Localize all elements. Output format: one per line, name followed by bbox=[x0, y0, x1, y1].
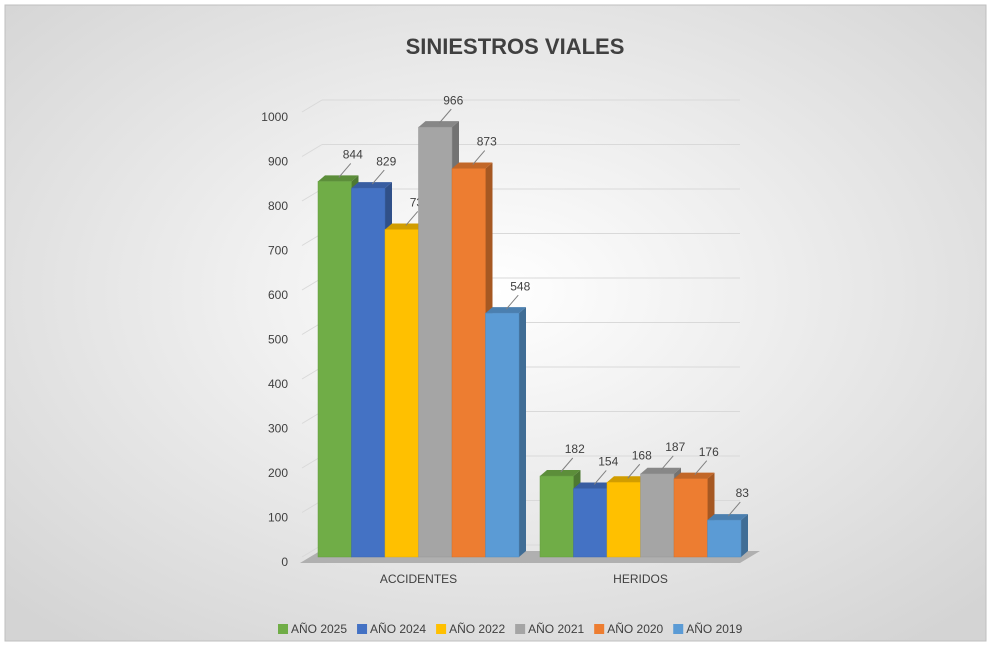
bar-top bbox=[674, 472, 715, 479]
bar bbox=[640, 473, 675, 558]
leader-line bbox=[694, 460, 708, 476]
grid-line-side bbox=[301, 144, 323, 157]
bar bbox=[351, 187, 386, 558]
data-label: 844 bbox=[343, 148, 363, 162]
bar-side bbox=[741, 514, 748, 557]
legend-swatch bbox=[278, 624, 288, 634]
y-tick-label: 400 bbox=[268, 377, 288, 391]
leader-line bbox=[505, 294, 519, 310]
bar-top bbox=[573, 482, 614, 489]
bar bbox=[317, 181, 352, 558]
legend-swatch bbox=[515, 624, 526, 634]
legend-label: AÑO 2024 bbox=[370, 622, 426, 636]
y-tick-label: 1000 bbox=[261, 110, 288, 124]
leader-line bbox=[405, 211, 419, 226]
bar bbox=[485, 312, 520, 558]
bar bbox=[539, 475, 574, 558]
leader-line bbox=[438, 108, 452, 124]
y-tick-label: 800 bbox=[268, 199, 288, 213]
bar bbox=[673, 478, 708, 558]
legend-swatch bbox=[357, 624, 368, 634]
bar-top bbox=[351, 182, 392, 189]
y-tick-label: 700 bbox=[268, 244, 288, 258]
grid-line-side bbox=[301, 99, 323, 113]
y-tick-label: 200 bbox=[268, 466, 288, 480]
bar bbox=[418, 126, 453, 558]
legend-swatch bbox=[594, 624, 605, 634]
leader-line bbox=[627, 463, 641, 479]
bar-top bbox=[385, 223, 426, 230]
leader-line bbox=[660, 455, 674, 471]
bar bbox=[451, 168, 486, 558]
legend-swatch bbox=[436, 624, 447, 634]
bar-top bbox=[607, 476, 648, 483]
data-label: 182 bbox=[565, 442, 585, 456]
x-tick-label: HERIDOS bbox=[613, 572, 668, 586]
leader-line bbox=[727, 501, 741, 517]
legend-label: AÑO 2022 bbox=[449, 622, 505, 636]
data-label: 966 bbox=[443, 93, 463, 107]
y-tick-label: 600 bbox=[268, 288, 288, 302]
leader-line bbox=[371, 169, 385, 185]
data-label: 873 bbox=[477, 135, 497, 149]
data-label: 168 bbox=[632, 448, 652, 462]
legend-label: AÑO 2025 bbox=[291, 622, 347, 636]
chart-title: SINIESTROS VIALES bbox=[406, 34, 625, 59]
leader-line bbox=[560, 457, 574, 473]
bar bbox=[384, 229, 419, 558]
legend-label: AÑO 2020 bbox=[607, 622, 663, 636]
bar-top bbox=[452, 162, 493, 169]
bar-top bbox=[707, 514, 748, 521]
y-tick-label: 500 bbox=[268, 333, 288, 347]
legend-label: AÑO 2021 bbox=[528, 622, 584, 636]
bar-top bbox=[318, 175, 359, 182]
data-label: 187 bbox=[665, 440, 685, 454]
legend-swatch bbox=[673, 624, 684, 634]
data-label: 83 bbox=[736, 486, 750, 500]
y-tick-label: 0 bbox=[281, 555, 288, 569]
bar bbox=[606, 481, 641, 558]
bar-top bbox=[418, 121, 459, 128]
leader-line bbox=[338, 163, 352, 178]
y-tick-label: 900 bbox=[268, 155, 288, 169]
y-tick-label: 300 bbox=[268, 422, 288, 436]
bar-top bbox=[640, 467, 681, 474]
data-label: 176 bbox=[699, 445, 719, 459]
data-label: 548 bbox=[510, 279, 530, 293]
bar bbox=[707, 519, 742, 558]
bar-top bbox=[485, 307, 526, 314]
legend-label: AÑO 2019 bbox=[686, 622, 742, 636]
data-label: 154 bbox=[598, 455, 618, 469]
bar bbox=[573, 488, 608, 558]
leader-line bbox=[593, 470, 607, 485]
bar-top bbox=[540, 470, 581, 477]
data-label: 829 bbox=[376, 154, 396, 168]
x-tick-label: ACCIDENTES bbox=[380, 572, 457, 586]
leader-line bbox=[472, 150, 486, 165]
y-tick-label: 100 bbox=[268, 511, 288, 525]
bar-side bbox=[519, 307, 526, 557]
